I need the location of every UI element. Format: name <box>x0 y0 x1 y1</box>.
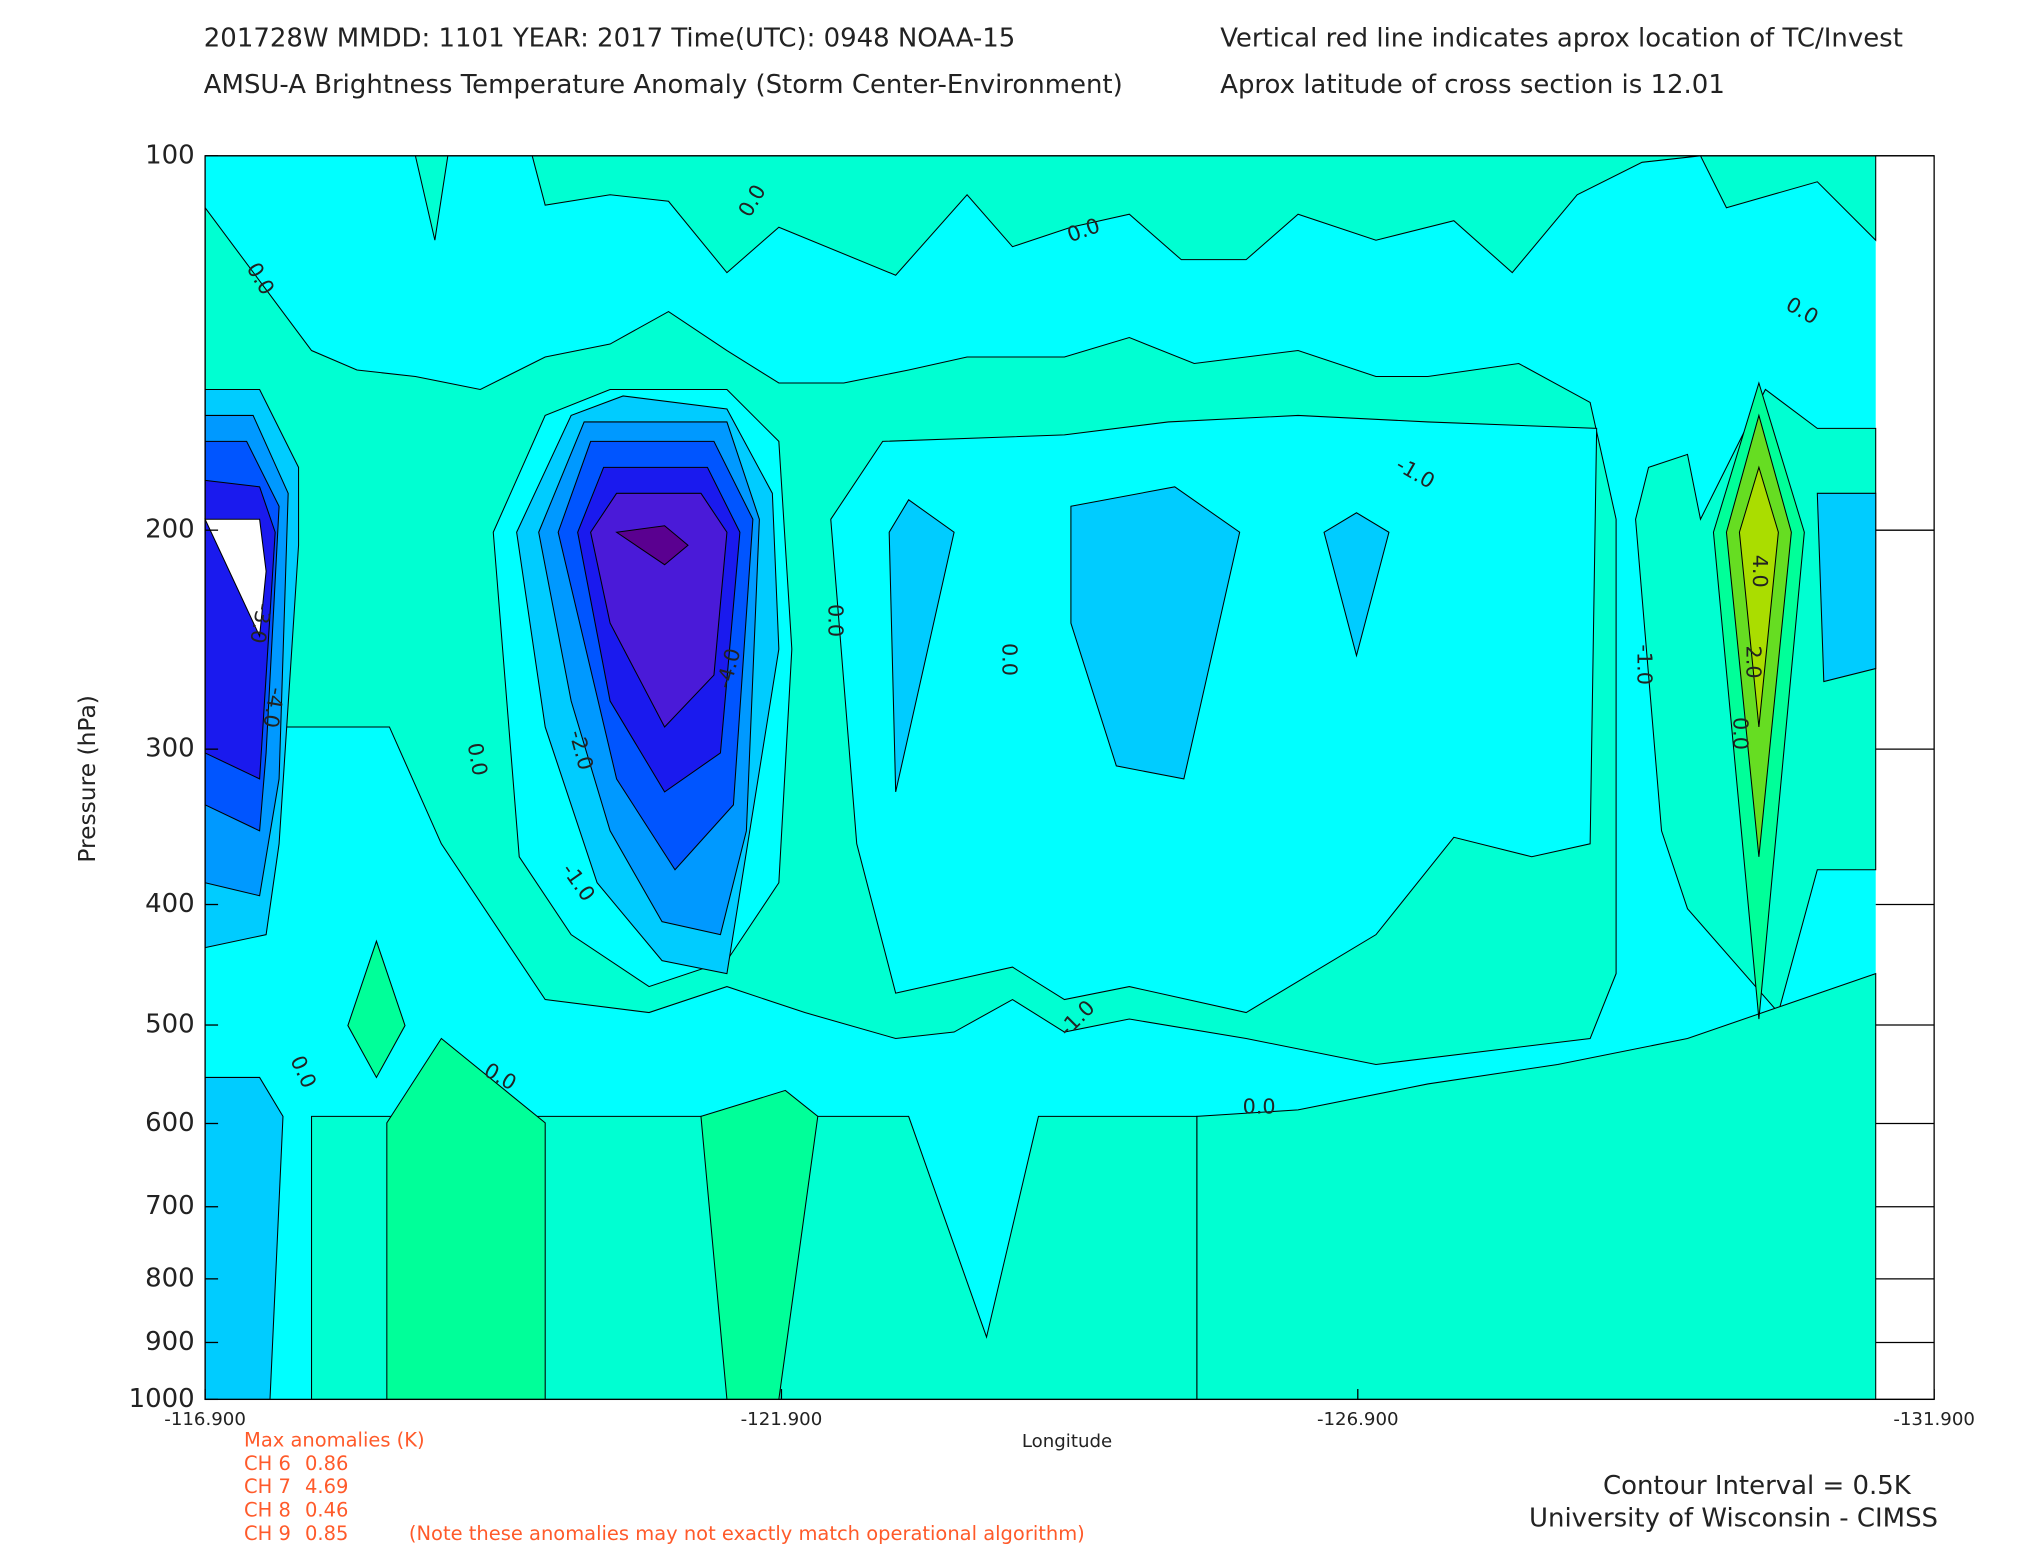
y-tick-label: 500 <box>145 1010 195 1040</box>
region <box>386 1037 546 1400</box>
y-axis-label: Pressure (hPa) <box>73 695 101 863</box>
contour-label: 0.0 <box>998 643 1022 676</box>
channel: CH 7 <box>244 1475 291 1498</box>
note: (Note these anomalies may not exactly ma… <box>409 1522 1085 1545</box>
region <box>888 499 955 792</box>
x-tick-label: -131.900 <box>1893 1409 1975 1430</box>
region <box>1070 486 1241 780</box>
contour-field <box>204 155 1877 1400</box>
y-tick-label: 200 <box>145 515 195 545</box>
contour-label: -1.0 <box>1632 644 1656 684</box>
region <box>205 155 1877 276</box>
contour-label: 2.0 <box>1741 646 1765 679</box>
contour-label: 0.0 <box>824 604 848 637</box>
region <box>830 414 1598 1014</box>
x-axis-label: Longitude <box>1022 1431 1112 1452</box>
contour-interval: Contour Interval = 0.5K <box>1603 1471 1912 1501</box>
region <box>204 518 267 639</box>
x-tick-label: -126.900 <box>1317 1409 1399 1430</box>
plot-frame <box>204 155 1935 1401</box>
title: 201728W MMDD: 1101 YEAR: 2017 Time(UTC):… <box>204 23 1016 53</box>
max-anomalies-title: Max anomalies (K) <box>244 1428 425 1451</box>
y-tick-label: 800 <box>145 1263 195 1293</box>
y-tick-label: 600 <box>145 1108 195 1138</box>
x-tick-label: -121.900 <box>741 1409 823 1430</box>
y-tick-label: 900 <box>145 1327 195 1357</box>
y-tick-label: 700 <box>145 1191 195 1221</box>
anomaly-value: 0.85 <box>305 1522 348 1545</box>
region <box>1816 492 1877 683</box>
y-tick-label: 300 <box>145 734 195 764</box>
region <box>615 525 689 566</box>
region <box>590 492 728 728</box>
anomaly-value: 0.46 <box>305 1499 348 1522</box>
y-tick-label: 1000 <box>129 1384 195 1414</box>
contour-label: 0.0 <box>463 741 492 778</box>
region <box>347 939 406 1079</box>
x-tick-label: -116.900 <box>164 1409 246 1430</box>
subtitle: AMSU-A Brightness Temperature Anomaly (S… <box>204 70 1123 100</box>
contour-label: 0.0 <box>1728 717 1752 750</box>
region <box>204 1076 284 1400</box>
channel: CH 9 <box>244 1522 291 1545</box>
region <box>1323 512 1390 658</box>
region <box>1738 465 1779 728</box>
note-top: Vertical red line indicates aprox locati… <box>1220 23 1903 53</box>
y-tick-label: 400 <box>145 889 195 919</box>
contour-label: 4.0 <box>1748 555 1772 588</box>
note-top: Aprox latitude of cross section is 12.01 <box>1220 70 1725 100</box>
anomaly-value: 4.69 <box>305 1475 348 1498</box>
region <box>700 1089 819 1400</box>
channel: CH 6 <box>244 1452 291 1475</box>
y-tick-label: 100 <box>145 140 195 170</box>
credit: University of Wisconsin - CIMSS <box>1529 1503 1938 1533</box>
anomaly-value: 0.86 <box>305 1452 348 1475</box>
channel: CH 8 <box>244 1499 291 1522</box>
contour-label: 0.0 <box>1243 1094 1276 1118</box>
region <box>1196 972 1877 1400</box>
